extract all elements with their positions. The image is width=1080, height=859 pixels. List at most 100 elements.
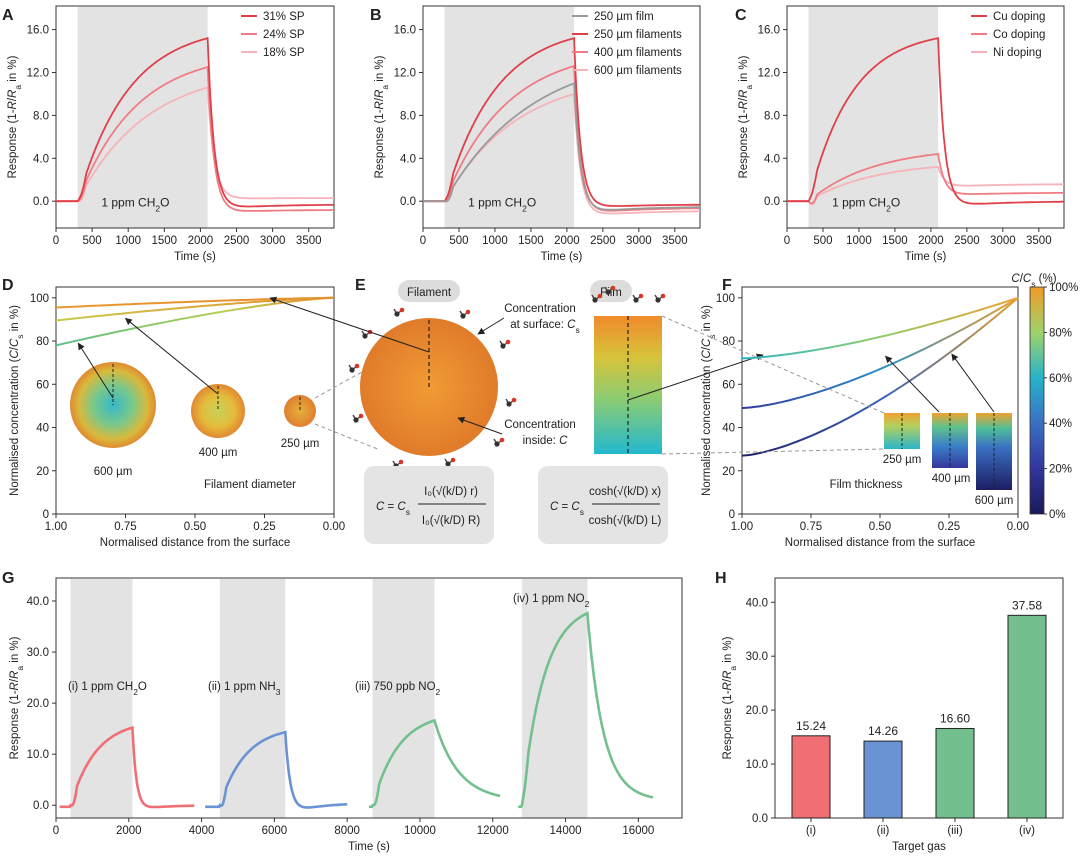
filament-cross-section <box>191 384 245 438</box>
y-tick-label: 8.0 <box>33 110 49 122</box>
inside-arrow <box>457 416 503 435</box>
x-tick-label: (i) <box>806 825 816 837</box>
y-tick-label: 16.0 <box>758 25 780 37</box>
atom-o <box>511 397 517 403</box>
series-line <box>787 166 1064 206</box>
legend-label: 31% SP <box>263 11 305 23</box>
gas-label-part: (iii) 750 ppb NO <box>355 681 436 693</box>
equation-film-lhs-part: s <box>580 507 584 517</box>
gas-label: (ii) 1 ppm NH3 <box>208 681 281 697</box>
x-tick-label: 3000 <box>260 235 286 247</box>
x-tick-label: 2000 <box>554 235 580 247</box>
exposure-annotation-part: 1 ppm CH <box>101 196 155 210</box>
surface-label-line2-part: C <box>567 319 576 331</box>
exposure-annotation-part: 2 <box>155 204 160 214</box>
x-tick-label: 1.00 <box>45 521 67 533</box>
y-tick-label: 20 <box>36 466 49 478</box>
y-tick-label: 8.0 <box>400 110 416 122</box>
y-tick-label: 0.0 <box>400 196 416 208</box>
colorbar-title-part: (%) <box>1035 273 1056 285</box>
cross-section-label: 250 µm <box>883 454 922 466</box>
y-tick-label: 60 <box>722 379 735 391</box>
y-tick-label: 80 <box>722 336 735 348</box>
y-axis-label-part: in %) <box>374 55 386 85</box>
profile-curve <box>55 296 335 322</box>
plot-frame <box>422 5 701 229</box>
y-axis-label-part: / <box>701 346 713 350</box>
y-tick-label: 12.0 <box>27 67 49 79</box>
cross-section-label: 600 µm <box>975 495 1014 507</box>
atom-o <box>399 307 405 313</box>
y-axis-label-part: a <box>744 85 754 90</box>
y-tick-label: 16.0 <box>27 25 49 37</box>
gas-response-line <box>518 611 654 809</box>
connector <box>661 315 885 414</box>
panel-label-H: H <box>715 570 727 587</box>
y-axis-label-part: Response (1- <box>7 109 19 178</box>
y-tick-label: 40.0 <box>27 596 49 608</box>
y-axis-label: Normalised concentration (C/Cs in %) <box>9 305 25 496</box>
equation-film-lhs-part: C <box>571 501 580 513</box>
panel-label-E: E <box>355 277 366 294</box>
gas-molecule-icon <box>632 293 644 303</box>
colorbar-title-part: C <box>1023 273 1032 285</box>
exposure-window <box>372 579 435 818</box>
y-tick-label: 20.0 <box>27 698 49 710</box>
y-axis-label-part: R <box>722 682 734 690</box>
y-tick-label: 0 <box>43 509 49 521</box>
colorbar-tick-label: 40% <box>1049 418 1072 430</box>
profile-curve <box>741 296 1019 410</box>
atom-o <box>660 293 666 299</box>
panel-A-axes: 0 500 1000 1500 2000 2500 3000 3500 0.0 4.0 8.0 12.… <box>7 5 335 263</box>
x-tick-label: 1500 <box>882 235 908 247</box>
y-tick-label: 16.0 <box>394 25 416 37</box>
bar-value-label: 37.58 <box>1012 598 1042 612</box>
surface-label-line2: at surface: Cs <box>510 319 579 335</box>
series-line <box>56 37 335 208</box>
atom-o <box>505 339 511 345</box>
y-tick-label: 4.0 <box>764 153 780 165</box>
series-line <box>787 37 1064 205</box>
atom-c <box>460 313 466 319</box>
x-tick-label: 2500 <box>224 235 250 247</box>
x-tick-label: (iv) <box>1019 825 1035 837</box>
y-axis-label-part: a <box>15 666 25 671</box>
panel-label-B: B <box>370 7 382 24</box>
x-tick-label: 0.25 <box>253 521 275 533</box>
colorbar-tick-label: 100% <box>1049 282 1078 294</box>
x-tick-label: 0.00 <box>323 521 345 533</box>
legend-label: 18% SP <box>263 47 305 59</box>
panel-label-A: A <box>2 7 14 24</box>
equation-filament-numerator: I₀(√(k/D) r) <box>424 485 478 498</box>
bar-value-label: 16.60 <box>940 711 970 725</box>
y-axis-label-part: C <box>701 338 713 347</box>
cross-section-label: 250 µm <box>281 438 320 450</box>
surface-label-line2-part: at surface: <box>510 319 567 331</box>
arrow-to-F <box>627 353 764 401</box>
y-axis-label-part: a <box>728 666 738 671</box>
y-axis-label-part: / <box>374 97 386 101</box>
y-tick-label: 4.0 <box>400 153 416 165</box>
equation-filament-denominator: I₀(√(k/D) R) <box>422 514 481 527</box>
y-axis-label-part: / <box>9 678 21 682</box>
legend-label: 24% SP <box>263 29 305 41</box>
y-axis-label: Response (1-R/Ra in %) <box>738 55 754 178</box>
gas-molecule-icon <box>654 293 666 303</box>
x-tick-label: (iii) <box>947 825 962 837</box>
plot-frame <box>786 5 1065 229</box>
legend-label: Cu doping <box>993 11 1045 23</box>
y-tick-label: 12.0 <box>758 67 780 79</box>
y-axis-label-part: R <box>9 682 21 690</box>
y-axis-label: Response (1-R/Ra in %) <box>374 55 390 178</box>
equation-filament-lhs-part: C <box>376 501 385 513</box>
y-tick-label: 12.0 <box>394 67 416 79</box>
series-line <box>787 152 1064 205</box>
y-axis-label: Response (1-R/Ra in %) <box>7 55 23 178</box>
series-line <box>423 64 700 212</box>
exposure-annotation-part: 1 ppm CH <box>468 196 522 210</box>
x-tick-label: 3500 <box>662 235 688 247</box>
y-axis-label-part: C <box>9 350 21 359</box>
legend-label: 400 µm filaments <box>594 47 682 59</box>
